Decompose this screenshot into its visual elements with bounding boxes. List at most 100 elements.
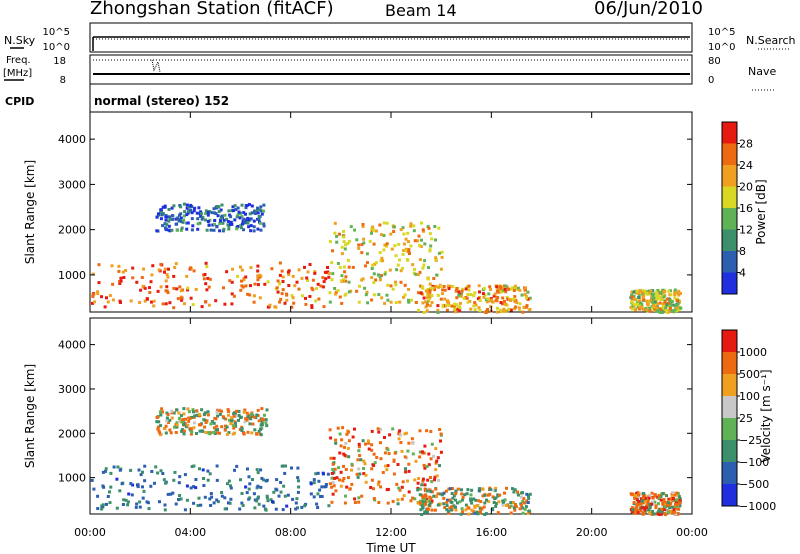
data-cell	[118, 299, 122, 303]
data-cell	[498, 308, 502, 312]
data-cell	[291, 497, 295, 501]
data-cell	[367, 441, 371, 445]
data-cell	[306, 270, 310, 274]
data-cell	[489, 298, 493, 302]
data-cell	[454, 289, 458, 293]
data-cell	[663, 308, 667, 312]
colorbar-tick-label: −100	[739, 456, 769, 469]
data-cell	[259, 427, 262, 431]
data-cell	[679, 291, 682, 295]
data-cell	[454, 498, 457, 502]
data-cell	[207, 303, 211, 307]
data-cell	[190, 427, 194, 431]
data-cell	[661, 492, 665, 495]
data-cell	[426, 291, 430, 295]
data-cell	[402, 249, 406, 252]
data-cell	[160, 213, 164, 217]
data-cell	[294, 507, 298, 511]
power-y-axis-title: Slant Range [km]	[23, 160, 37, 264]
data-cell	[426, 277, 430, 281]
data-cell	[199, 214, 203, 218]
data-cell	[326, 266, 329, 269]
data-cell	[206, 478, 210, 482]
data-cell	[639, 492, 643, 496]
data-cell	[309, 492, 313, 496]
data-cell	[138, 301, 142, 304]
data-cell	[525, 492, 529, 496]
data-cell	[396, 263, 400, 267]
data-cell	[215, 410, 219, 414]
data-cell	[339, 484, 343, 488]
data-cell	[370, 298, 374, 302]
data-cell	[330, 261, 334, 265]
colorbar-segment	[722, 229, 737, 252]
data-cell	[669, 501, 673, 505]
data-cell	[242, 228, 245, 232]
data-cell	[643, 508, 647, 512]
data-cell	[357, 500, 361, 504]
data-cell	[503, 287, 507, 291]
data-cell	[465, 492, 469, 496]
data-cell	[177, 481, 181, 485]
data-cell	[357, 445, 361, 449]
data-cell	[296, 490, 300, 494]
data-cell	[167, 208, 171, 211]
y-tick-label: 3000	[58, 383, 86, 396]
data-cell	[206, 220, 210, 223]
data-cell	[399, 269, 403, 273]
data-cell	[185, 206, 189, 210]
data-cell	[404, 467, 407, 471]
data-cell	[264, 418, 268, 422]
data-cell	[430, 294, 434, 298]
data-cell	[443, 297, 447, 301]
data-cell	[328, 428, 332, 432]
data-cell	[388, 268, 392, 272]
data-cell	[310, 304, 314, 308]
data-cell	[159, 469, 163, 473]
data-cell	[155, 420, 159, 424]
data-cell	[385, 488, 389, 492]
data-cell	[456, 307, 460, 311]
data-cell	[231, 209, 235, 213]
data-cell	[170, 206, 174, 210]
data-cell	[446, 498, 450, 502]
data-cell	[657, 497, 661, 501]
data-cell	[648, 505, 652, 509]
data-cell	[644, 506, 648, 510]
data-cell	[524, 305, 528, 309]
data-cell	[513, 503, 517, 507]
data-cell	[204, 431, 208, 434]
data-cell	[300, 276, 304, 280]
data-cell	[675, 309, 679, 313]
data-cell	[478, 511, 482, 515]
data-cell	[434, 487, 438, 491]
freq-tick-bottom: 8	[60, 75, 66, 86]
data-cell	[336, 289, 340, 293]
data-cell	[249, 224, 253, 228]
data-cell	[527, 494, 530, 497]
data-cell	[630, 510, 634, 514]
data-cell	[165, 273, 169, 277]
data-cell	[496, 494, 500, 498]
data-cell	[396, 463, 400, 466]
data-cell	[317, 297, 321, 301]
data-cell	[155, 215, 159, 219]
data-cell	[343, 270, 347, 274]
data-cell	[330, 500, 334, 504]
data-cell	[230, 292, 234, 296]
data-cell	[108, 501, 112, 505]
data-cell	[149, 280, 153, 284]
data-cell	[256, 278, 260, 282]
data-cell	[483, 293, 487, 297]
data-cell	[208, 277, 212, 281]
data-cell	[159, 424, 163, 428]
data-cell	[205, 419, 209, 423]
data-cell	[399, 433, 403, 437]
data-cell	[674, 504, 678, 508]
data-cell	[418, 487, 422, 491]
data-cell	[450, 304, 454, 308]
data-cell	[334, 290, 338, 294]
data-cell	[199, 210, 203, 214]
data-cell	[370, 448, 374, 452]
data-cell	[238, 416, 242, 419]
